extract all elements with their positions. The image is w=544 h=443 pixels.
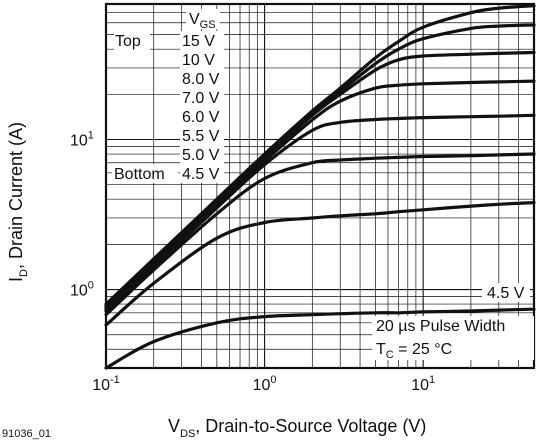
legend-entry-bg bbox=[180, 88, 224, 107]
legend-entry-bg bbox=[180, 145, 224, 164]
plot-frame bbox=[104, 2, 536, 370]
legend-entry: 5.5 V bbox=[182, 128, 220, 145]
legend-entry: 15 V bbox=[182, 33, 215, 50]
legend-entry-bg bbox=[180, 50, 224, 69]
legend-header: VGS bbox=[189, 11, 216, 31]
legend-entry: 5.0 V bbox=[182, 147, 220, 164]
series-line-8 bbox=[104, 307, 536, 370]
curve-label-4-5v: 4.5 V bbox=[487, 285, 525, 302]
series-line-4 bbox=[104, 79, 536, 311]
legend-entry-bg bbox=[180, 164, 224, 183]
legend-entry-bg bbox=[180, 69, 224, 88]
legend-top-bg bbox=[114, 31, 150, 50]
legend-bottom-bg bbox=[112, 164, 178, 183]
y-tick-label: 101 bbox=[70, 130, 94, 150]
legend-entry: 10 V bbox=[182, 52, 215, 69]
x-axis-title: VDS, Drain-to-Source Voltage (V) bbox=[168, 416, 426, 440]
figure-id: 91036_01 bbox=[2, 428, 51, 440]
series-line-6 bbox=[104, 152, 536, 317]
x-tick-labels: 10-1 100 101 bbox=[92, 374, 435, 394]
legend-entry-bg bbox=[180, 31, 224, 50]
x-tick-label: 10-1 bbox=[92, 374, 120, 394]
legend-entry-bg bbox=[180, 107, 224, 126]
y-tick-labels: 100 101 bbox=[70, 130, 94, 300]
series-line-5 bbox=[104, 113, 536, 313]
curve-label-bg bbox=[482, 283, 530, 302]
y-tick-label: 100 bbox=[70, 280, 94, 300]
legend-entry-bg bbox=[180, 126, 224, 145]
legend: VGS Top Bottom 15 V 10 V 8.0 V 7.0 V 6.0 V 5.… bbox=[112, 9, 224, 183]
x-tick-label: 101 bbox=[411, 374, 435, 394]
legend-entry: 8.0 V bbox=[182, 71, 220, 88]
x-tick-label: 100 bbox=[253, 374, 277, 394]
legend-bottom-label: Bottom bbox=[114, 166, 165, 183]
legend-header-bg bbox=[186, 9, 220, 29]
series-line-7 bbox=[104, 201, 536, 327]
legend-entry: 6.0 V bbox=[182, 109, 220, 126]
temperature-label: TC = 25 °C bbox=[376, 341, 452, 361]
legend-top-label: Top bbox=[115, 33, 141, 50]
y-axis-title: ID, Drain Current (A) bbox=[6, 122, 30, 282]
pulse-width-label: 20 µs Pulse Width bbox=[376, 318, 505, 335]
legend-entry: 4.5 V bbox=[182, 166, 220, 183]
annotation-bg bbox=[372, 316, 534, 360]
legend-entry: 7.0 V bbox=[182, 90, 220, 107]
legend-entries: 15 V 10 V 8.0 V 7.0 V 6.0 V 5.5 V 5.0 V 4.5 V bbox=[180, 31, 224, 183]
curves bbox=[104, 3, 536, 370]
